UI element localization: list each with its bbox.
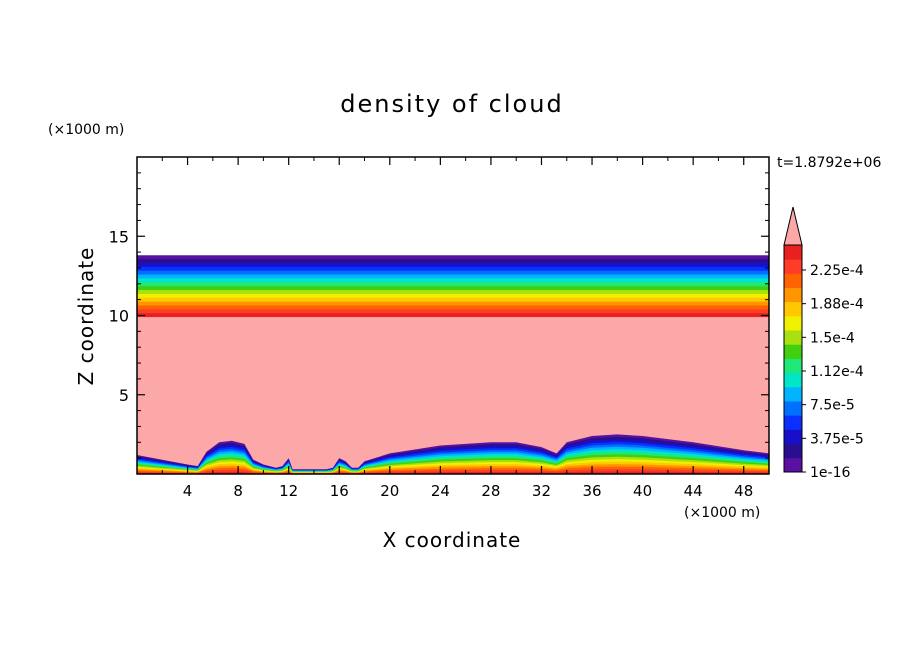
colorbar-label: 1.5e-4 [810, 330, 855, 346]
x-tick-label: 44 [684, 482, 703, 500]
colorbar-swatch [784, 344, 802, 359]
cloud-band [137, 309, 769, 314]
colorbar: 2.25e-4 1.88e-4 1.5e-4 1.12e-4 7.5e-5 3.75e-5… [783, 206, 864, 481]
cloud-band [137, 313, 769, 318]
colorbar-label: 7.5e-5 [810, 398, 855, 414]
x-tick-label: 4 [183, 482, 193, 500]
colorbar-swatch [784, 443, 802, 459]
colorbar-swatch [784, 415, 802, 430]
cloud-band [137, 259, 769, 264]
colorbar-swatch [784, 386, 802, 402]
cloud-band [137, 297, 769, 303]
x-tick-label: 32 [532, 482, 551, 500]
x-tick-label: 16 [330, 482, 349, 500]
cloud-band [137, 270, 769, 276]
colorbar-swatch [784, 273, 802, 288]
y-tick-label: 5 [119, 386, 129, 405]
colorbar-swatch [784, 287, 802, 303]
time-label: t=1.8792e+06 [777, 155, 881, 171]
plot-area [137, 157, 769, 474]
x-axis-label: X coordinate [383, 528, 522, 552]
colorbar-swatch [784, 429, 802, 445]
colorbar-swatch [784, 372, 802, 388]
colorbar-label: 1e-16 [810, 465, 850, 481]
cloud-band [137, 305, 769, 310]
y-tick-label: 10 [109, 307, 129, 326]
colorbar-frame [783, 244, 803, 473]
x-tick-label: 24 [431, 482, 450, 500]
y-axis-ticks: 5 10 15 [109, 172, 769, 459]
cloud-band [137, 255, 769, 260]
colorbar-label: 1.12e-4 [810, 364, 864, 380]
colorbar-swatch [784, 457, 802, 473]
cloud-band [137, 266, 769, 272]
colorbar-swatch [784, 259, 802, 274]
cloud-band [137, 290, 769, 295]
x-tick-label: 8 [233, 482, 243, 500]
cloud-band [137, 262, 769, 268]
y-tick-label: 15 [109, 227, 129, 246]
cloud-band [137, 286, 769, 291]
colorbar-swatch [784, 401, 802, 416]
x-tick-label: 12 [279, 482, 298, 500]
x-unit-label: (×1000 m) [684, 505, 760, 521]
colorbar-label: 2.25e-4 [810, 263, 864, 279]
colorbar-swatch [784, 330, 802, 345]
colorbar-swatch [784, 315, 802, 331]
cloud-band [137, 301, 769, 306]
colorbar-swatch [784, 245, 802, 260]
colorbar-swatch [784, 301, 802, 317]
x-tick-label: 36 [582, 482, 601, 500]
x-axis-ticks: 4 8 12 16 20 24 28 32 36 40 44 48 [161, 157, 753, 500]
colorbar-label: 3.75e-5 [810, 431, 864, 447]
chart-title: density of cloud [340, 90, 563, 118]
x-tick-label: 28 [481, 482, 500, 500]
colorbar-overflow-triangle [783, 206, 803, 246]
colorbar-label: 1.88e-4 [810, 297, 864, 313]
cloud-band [137, 278, 769, 283]
cloud-band [137, 293, 769, 299]
x-tick-label: 48 [734, 482, 753, 500]
y-unit-label: (×1000 m) [48, 122, 124, 138]
x-tick-label: 20 [380, 482, 399, 500]
y-axis-label: Z coordinate [74, 247, 98, 386]
x-tick-label: 40 [633, 482, 652, 500]
cloud-band [137, 282, 769, 287]
colorbar-swatch [784, 358, 802, 374]
cloud-band [137, 274, 769, 279]
